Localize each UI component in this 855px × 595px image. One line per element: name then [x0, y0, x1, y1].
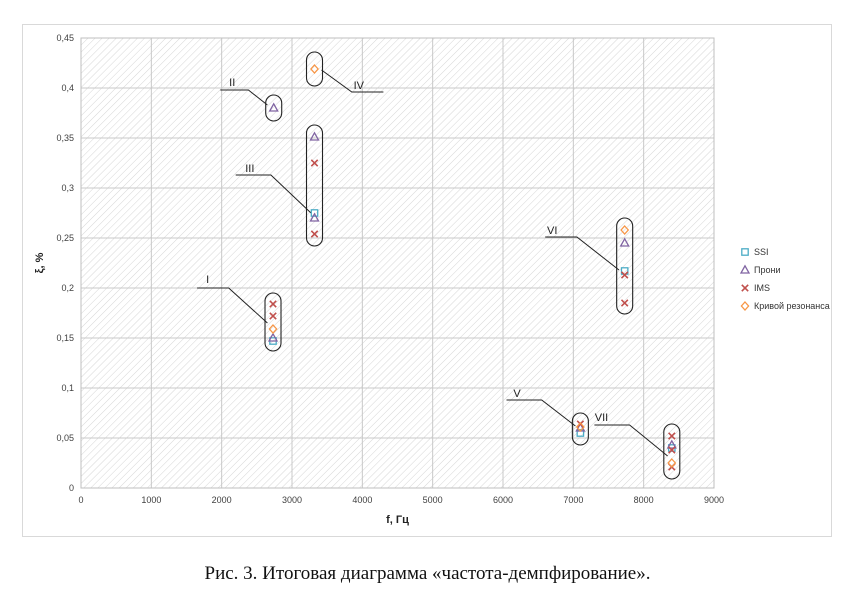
figure-caption: Рис. 3. Итоговая диаграмма «частота-демп…: [204, 563, 651, 584]
y-axis-title: ξ, %: [34, 252, 46, 273]
group-enclosure: [305, 124, 324, 247]
point-diamond: [268, 324, 278, 334]
group-leader-line: [235, 174, 312, 214]
plot-area: 0 1000 2000 3000 4000 5000 6000 7000 8000 9000 0 0,…: [56, 33, 724, 505]
group-leader-line: [506, 399, 576, 427]
group-enclosure: [571, 412, 589, 446]
group-label-I: I: [206, 274, 209, 286]
point-x: [668, 446, 676, 454]
plot-hatch: [81, 38, 714, 488]
group-enclosure: [663, 423, 681, 480]
y-tick-label: 0,1: [61, 383, 74, 393]
legend-label: SSI: [754, 247, 769, 257]
group-enclosure: [616, 217, 634, 315]
x-tick-label: 1000: [141, 495, 161, 505]
point-triangle: [267, 332, 279, 342]
point-triangle: [268, 102, 279, 112]
point-triangle: [619, 237, 630, 247]
legend-label: Прони: [754, 265, 780, 275]
x-tick-label: 6000: [493, 495, 513, 505]
x-axis-title: f, Гц: [386, 514, 409, 526]
point-triangle: [666, 439, 677, 449]
point-square: [576, 429, 585, 437]
point-x: [620, 299, 629, 307]
scatter-chart: 0 1000 2000 3000 4000 5000 6000 7000 8000 9000 0 0,…: [34, 33, 830, 526]
point-x: [668, 432, 676, 440]
point-x: [269, 300, 277, 308]
y-tick-label: 0,2: [61, 283, 74, 293]
x-tick-label: 3000: [282, 495, 302, 505]
point-triangle: [309, 212, 320, 222]
legend-marker-x: [741, 284, 749, 292]
y-tick-label: 0,3: [61, 183, 74, 193]
group-label-VII: VII: [595, 412, 608, 424]
plot-border: [80, 37, 715, 489]
group-leader-line: [545, 236, 620, 271]
y-tick-label: 0,15: [56, 333, 74, 343]
x-tick-label: 2000: [212, 495, 232, 505]
group-enclosure: [265, 94, 283, 122]
chart-frame: 0 1000 2000 3000 4000 5000 6000 7000 8000 9000 0 0,…: [22, 24, 832, 537]
group-enclosure: [264, 292, 282, 352]
y-tick-label: 0,45: [56, 33, 74, 43]
point-diamond: [310, 64, 319, 74]
point-x: [269, 312, 277, 320]
group-label-V: V: [513, 388, 521, 400]
group-label-II: II: [229, 77, 235, 89]
x-tick-label: 0: [78, 495, 83, 505]
y-tick-label: 0,4: [61, 83, 74, 93]
legend: SSI Прони IMS Кривой резонанса: [739, 247, 830, 311]
point-x: [310, 159, 319, 167]
legend-label: Кривой резонанса: [754, 301, 830, 311]
point-x: [620, 271, 629, 279]
group-label-IV: IV: [354, 80, 365, 92]
point-diamond: [667, 458, 677, 468]
group-label-III: III: [245, 163, 254, 175]
group-leader-line: [594, 424, 668, 457]
x-tick-label: 5000: [423, 495, 443, 505]
x-tick-label: 8000: [634, 495, 654, 505]
group-leader-line: [220, 89, 268, 106]
point-square: [310, 209, 319, 217]
y-tick-label: 0: [69, 483, 74, 493]
y-tick-label: 0,35: [56, 133, 74, 143]
y-tick-label: 0,25: [56, 233, 74, 243]
x-tick-label: 9000: [704, 495, 724, 505]
point-diamond: [620, 225, 630, 235]
legend-marker-diamond: [740, 301, 750, 311]
legend-label: IMS: [754, 283, 770, 293]
x-tick-label: 4000: [352, 495, 372, 505]
group-leader-line: [197, 287, 268, 324]
y-tick-label: 0,05: [56, 433, 74, 443]
group-leader-line: [321, 69, 384, 93]
group-label-VI: VI: [547, 225, 557, 237]
legend-marker-triangle: [739, 264, 751, 274]
x-tick-label: 7000: [563, 495, 583, 505]
point-triangle: [309, 131, 320, 141]
legend-marker-square: [741, 248, 749, 256]
group-enclosure: [305, 51, 324, 87]
point-x: [310, 230, 319, 238]
point-diamond: [575, 422, 585, 432]
